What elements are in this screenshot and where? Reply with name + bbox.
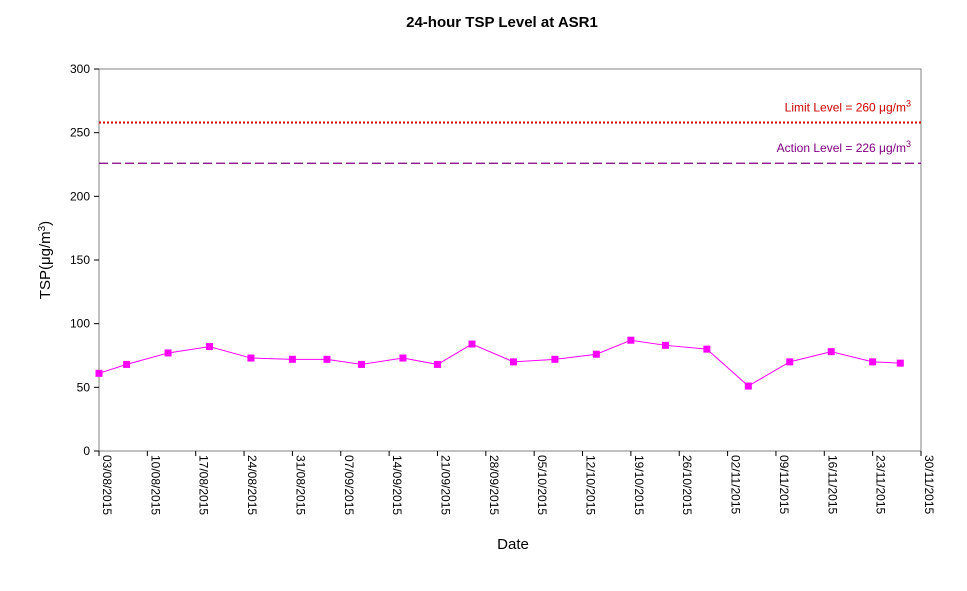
data-point-marker [399, 354, 407, 362]
x-tick-label: 17/08/2015 [197, 455, 211, 515]
data-point-marker [551, 355, 559, 363]
x-tick-label: 19/10/2015 [632, 455, 646, 515]
data-point-marker [827, 348, 835, 356]
y-tick-label: 0 [83, 444, 90, 458]
reference-lines: Limit Level = 260 μg/m3 Action Level = 22… [99, 98, 921, 164]
chart-title: 24-hour TSP Level at ASR1 [406, 14, 598, 31]
data-point-marker [164, 349, 172, 357]
x-tick-label: 26/10/2015 [680, 455, 694, 515]
reference-line-label: Action Level = 226 μg/m3 [777, 139, 911, 155]
x-tick-label: 02/11/2015 [729, 455, 743, 514]
y-tick-label: 200 [70, 189, 90, 203]
y-axis-title-close-paren: ) [37, 221, 54, 226]
data-point-marker [627, 336, 635, 344]
reference-label-superscript: 3 [906, 139, 911, 149]
x-tick-label: 30/11/2015 [922, 455, 936, 514]
x-tick-label: 10/08/2015 [148, 455, 162, 515]
data-point-marker [433, 360, 441, 368]
x-tick-label: 16/11/2015 [825, 455, 839, 514]
data-point-marker [661, 341, 669, 349]
reference-label-superscript: 3 [906, 98, 911, 108]
data-point-marker [703, 345, 711, 353]
data-point-marker [786, 358, 794, 366]
x-tick-label: 28/09/2015 [487, 455, 501, 515]
y-tick-label: 250 [70, 126, 90, 140]
x-tick-label: 14/09/2015 [390, 455, 404, 515]
series-group [95, 336, 904, 390]
y-tick-label: 100 [70, 317, 90, 331]
y-axis-title-superscript: 3 [37, 225, 48, 231]
data-point-marker [509, 358, 517, 366]
data-point-marker [468, 340, 476, 348]
data-point-marker [357, 360, 365, 368]
data-point-marker [323, 355, 331, 363]
data-point-marker [206, 343, 214, 351]
data-point-marker [247, 354, 255, 362]
x-tick-label: 31/08/2015 [293, 455, 307, 515]
reference-line-label: Limit Level = 260 μg/m3 [785, 98, 911, 114]
data-point-marker [869, 358, 877, 366]
data-point-marker [288, 355, 296, 363]
data-point-marker [896, 359, 904, 367]
data-point-marker [123, 360, 131, 368]
x-axis: 03/08/2015 10/08/2015 17/08/2015 24/08/2015… [98, 451, 936, 515]
y-tick-label: 50 [77, 380, 91, 394]
x-tick-label: 03/08/2015 [100, 455, 114, 515]
y-axis: 0 50 100 150 200 250 300 [70, 62, 99, 458]
y-tick-label: 150 [70, 253, 90, 267]
y-tick-label: 300 [70, 62, 90, 76]
x-axis-title: Date [497, 536, 529, 553]
x-tick-label: 24/08/2015 [245, 455, 259, 515]
x-tick-label: 12/10/2015 [584, 455, 598, 515]
data-point-marker [744, 382, 752, 390]
x-tick-label: 07/09/2015 [342, 455, 356, 515]
data-point-marker [592, 350, 600, 358]
x-tick-label: 09/11/2015 [777, 455, 791, 514]
x-tick-label: 23/11/2015 [874, 455, 888, 514]
plot-area-frame [98, 68, 922, 452]
data-point-marker [95, 369, 103, 377]
x-tick-label: 21/09/2015 [438, 455, 452, 515]
series-line [98, 339, 901, 387]
x-tick-label: 05/10/2015 [535, 455, 549, 515]
y-axis-title: TSP(μg/m3) [37, 221, 55, 299]
